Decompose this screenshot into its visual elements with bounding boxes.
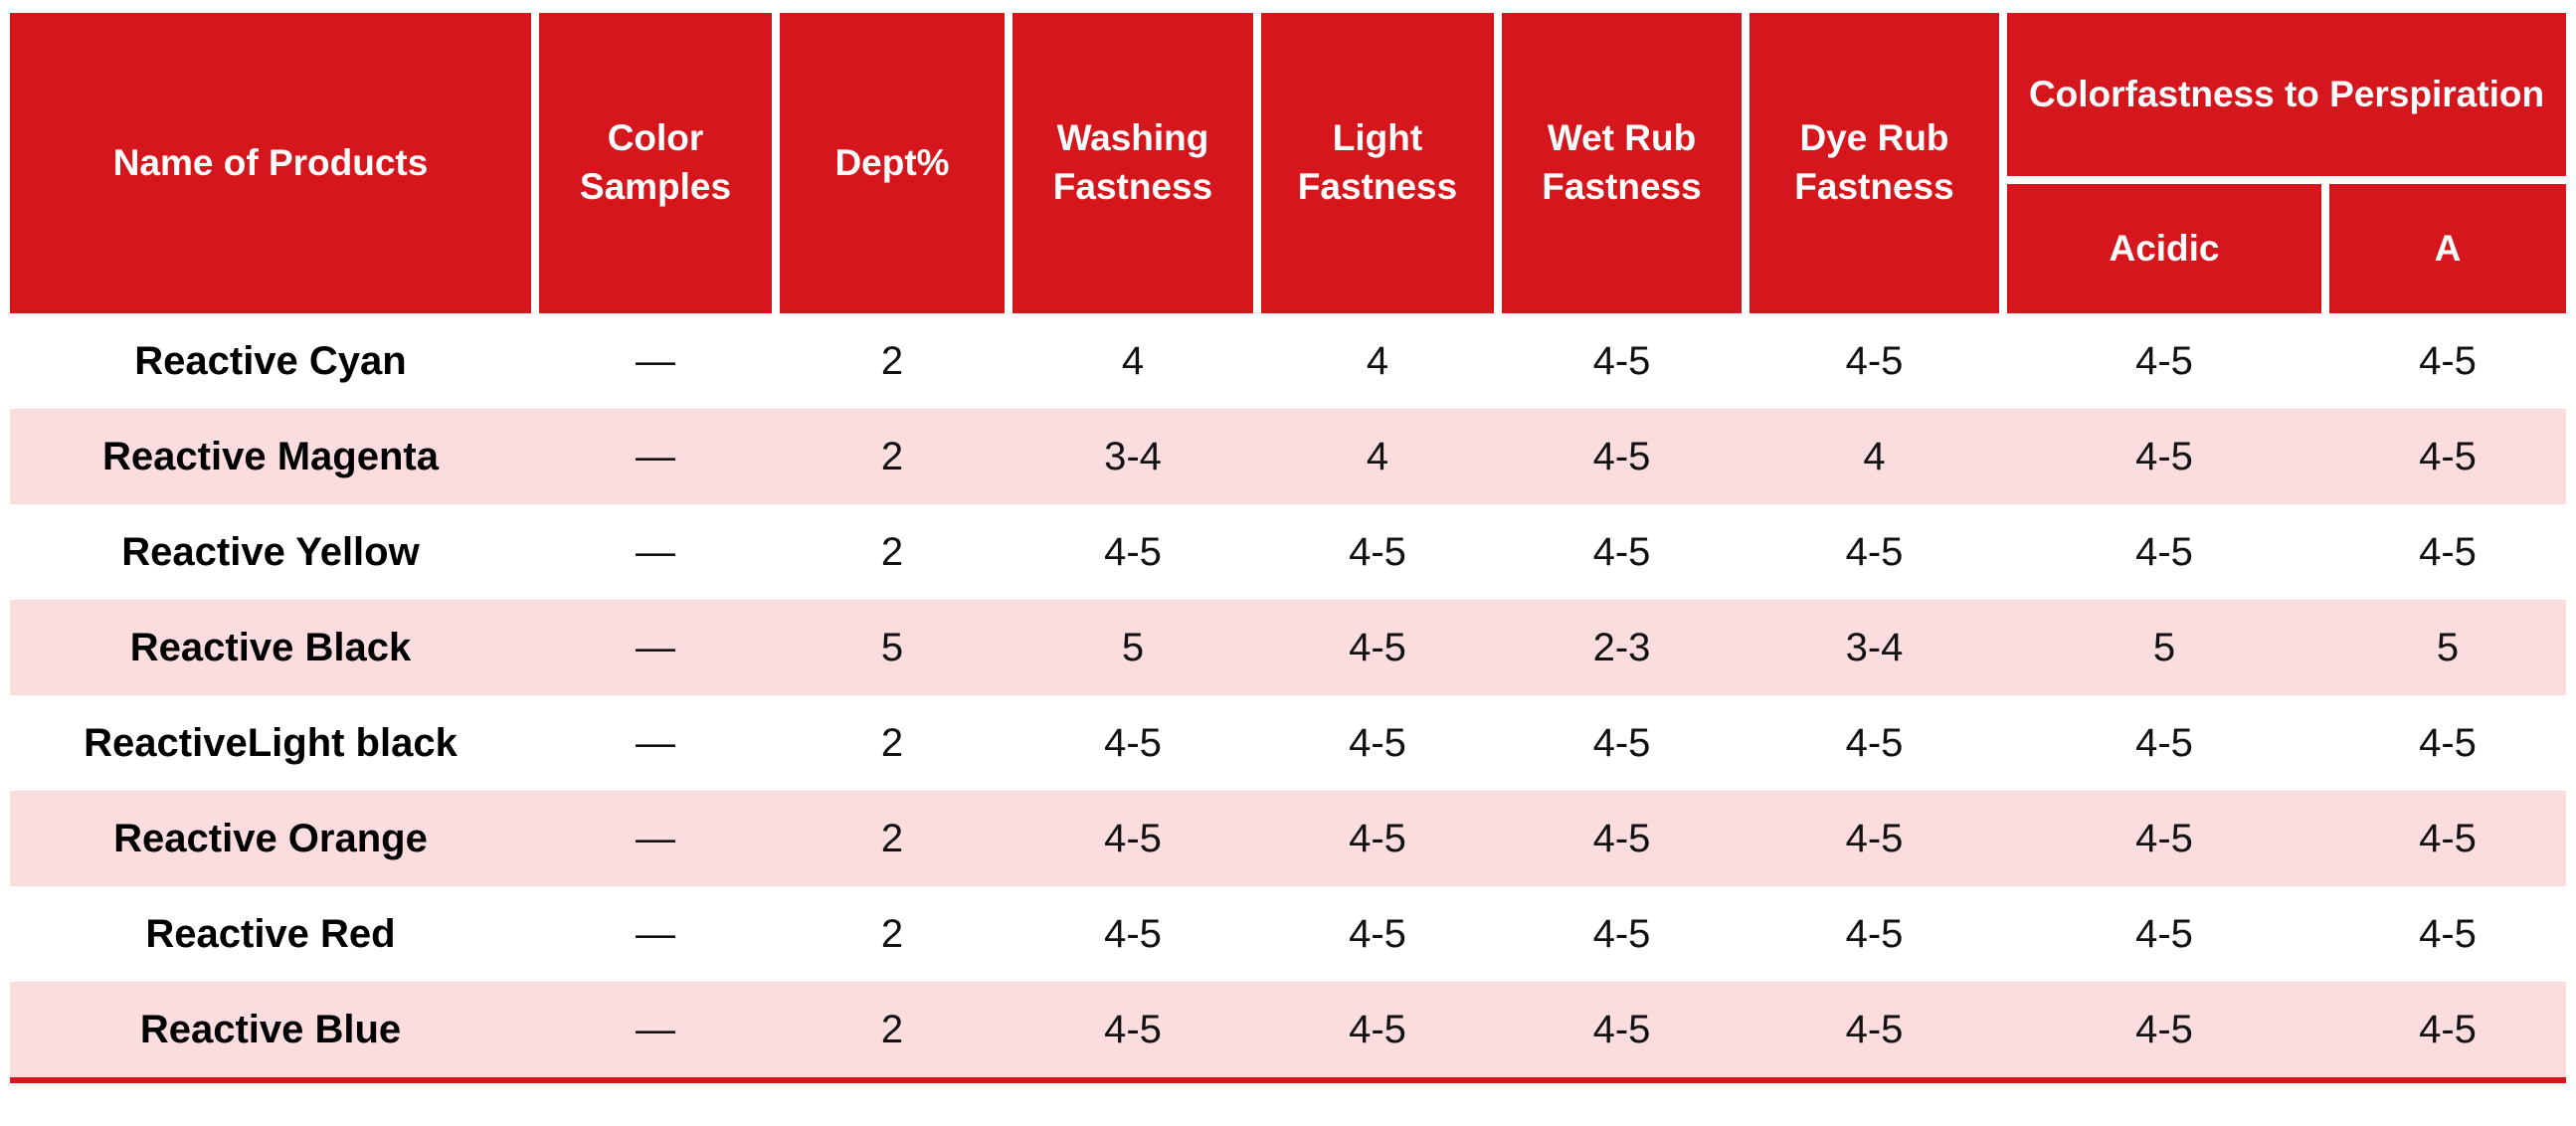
light-fastness-cell: 4-5 [1349,1007,1406,1051]
table-row: Reactive Blue — 2 4-5 4-5 4-5 4-5 4-5 4-… [10,982,2566,1077]
color-sample-cell: — [636,1007,675,1051]
perspiration-a-cell: 4-5 [2419,338,2477,383]
wet-rub-fastness-cell: 4-5 [1592,911,1651,956]
product-name-cell: Reactive Blue [139,1007,402,1051]
table-row: Reactive Cyan — 2 4 4 4-5 4-5 4-5 4-5 [10,313,2566,409]
color-sample-cell: — [636,816,675,860]
wet-rub-fastness-cell: 4-5 [1592,720,1651,765]
dye-rub-fastness-cell: 4-5 [1845,529,1904,574]
perspiration-acidic-cell: 5 [2152,625,2176,669]
color-sample-cell: — [636,338,675,383]
dye-rub-fastness-cell: 4-5 [1845,720,1904,765]
washing-fastness-cell: 4 [1121,338,1145,383]
product-name-cell: Reactive Red [145,911,396,956]
dept-cell: 2 [880,338,904,383]
perspiration-acidic-cell: 4-5 [2135,1007,2193,1051]
product-name-cell: Reactive Yellow [121,529,420,574]
light-fastness-cell: 4-5 [1349,911,1406,956]
dept-cell: 5 [880,625,904,669]
light-fastness-cell: 4-5 [1349,625,1406,669]
dept-cell: 2 [880,911,904,956]
table-row: Reactive Orange — 2 4-5 4-5 4-5 4-5 4-5 … [10,791,2566,886]
perspiration-acidic-cell: 4-5 [2135,338,2193,383]
table-row: ReactiveLight black — 2 4-5 4-5 4-5 4-5 … [10,695,2566,791]
washing-fastness-cell: 4-5 [1104,720,1162,765]
dye-rub-fastness-cell: 4-5 [1845,1007,1904,1051]
washing-fastness-cell: 4-5 [1104,1007,1162,1051]
product-name-cell: ReactiveLight black [84,720,458,765]
light-fastness-cell: 4 [1366,434,1389,478]
wet-rub-fastness-cell: 4-5 [1592,338,1651,383]
color-sample-cell: — [636,720,675,765]
table-row: Reactive Black — 5 5 4-5 2-3 3-4 5 5 [10,600,2566,695]
washing-fastness-cell: 4-5 [1104,816,1162,860]
dye-rub-fastness-cell: 4-5 [1845,816,1904,860]
header-name-of-products: Name of Products [10,13,531,313]
light-fastness-cell: 4-5 [1349,816,1406,860]
header-dye-rub-fastness: Dye Rub Fastness [1749,13,1999,313]
header-colorfastness-perspiration-group: Colorfastness to Perspiration [2007,13,2566,176]
perspiration-acidic-cell: 4-5 [2135,529,2193,574]
perspiration-a-cell: 4-5 [2419,816,2477,860]
product-name-cell: Reactive Black [129,625,412,669]
dye-rub-fastness-cell: 4-5 [1845,338,1904,383]
color-sample-cell: — [636,625,675,669]
washing-fastness-cell: 5 [1121,625,1145,669]
perspiration-a-cell: 4-5 [2419,720,2477,765]
light-fastness-cell: 4 [1366,338,1389,383]
dept-cell: 2 [880,529,904,574]
perspiration-acidic-cell: 4-5 [2135,434,2193,478]
header-perspiration-acidic: Acidic [2007,184,2321,313]
header-light-fastness: Light Fastness [1261,13,1494,313]
perspiration-a-cell: 4-5 [2419,911,2477,956]
washing-fastness-cell: 4-5 [1104,529,1162,574]
wet-rub-fastness-cell: 4-5 [1592,529,1651,574]
perspiration-acidic-cell: 4-5 [2135,816,2193,860]
light-fastness-cell: 4-5 [1349,720,1406,765]
perspiration-a-cell: 4-5 [2419,434,2477,478]
table-row: Reactive Magenta — 2 3-4 4 4-5 4 4-5 4-5 [10,409,2566,504]
perspiration-a-cell: 4-5 [2419,1007,2477,1051]
light-fastness-cell: 4-5 [1349,529,1406,574]
header-dept-percent: Dept% [780,13,1005,313]
color-sample-cell: — [636,911,675,956]
table-bottom-rule [10,1077,2566,1083]
dye-rub-fastness-cell: 4 [1863,434,1886,478]
color-sample-cell: — [636,529,675,574]
product-name-cell: Reactive Orange [113,816,428,860]
header-color-samples: Color Samples [539,13,772,313]
header-wet-rub-fastness: Wet Rub Fastness [1502,13,1742,313]
washing-fastness-cell: 4-5 [1104,911,1162,956]
header-washing-fastness: Washing Fastness [1012,13,1253,313]
dept-cell: 2 [880,434,904,478]
wet-rub-fastness-cell: 4-5 [1592,434,1651,478]
washing-fastness-cell: 3-4 [1104,434,1162,478]
table-row: Reactive Yellow — 2 4-5 4-5 4-5 4-5 4-5 … [10,504,2566,600]
product-fastness-table: Name of Products Color Samples Dept% Was… [10,13,2566,1083]
wet-rub-fastness-cell: 4-5 [1592,1007,1651,1051]
color-sample-cell: — [636,434,675,478]
perspiration-a-cell: 4-5 [2419,529,2477,574]
table-row: Reactive Red — 2 4-5 4-5 4-5 4-5 4-5 4-5 [10,886,2566,982]
wet-rub-fastness-cell: 2-3 [1592,625,1651,669]
dept-cell: 2 [880,720,904,765]
wet-rub-fastness-cell: 4-5 [1592,816,1651,860]
perspiration-acidic-cell: 4-5 [2135,911,2193,956]
header-perspiration-a: A [2329,184,2566,313]
perspiration-acidic-cell: 4-5 [2135,720,2193,765]
perspiration-a-cell: 5 [2436,625,2460,669]
table-header: Name of Products Color Samples Dept% Was… [10,13,2566,313]
product-name-cell: Reactive Cyan [134,338,407,383]
dye-rub-fastness-cell: 3-4 [1845,625,1904,669]
dept-cell: 2 [880,1007,904,1051]
dept-cell: 2 [880,816,904,860]
dye-rub-fastness-cell: 4-5 [1845,911,1904,956]
product-name-cell: Reactive Magenta [102,434,439,478]
